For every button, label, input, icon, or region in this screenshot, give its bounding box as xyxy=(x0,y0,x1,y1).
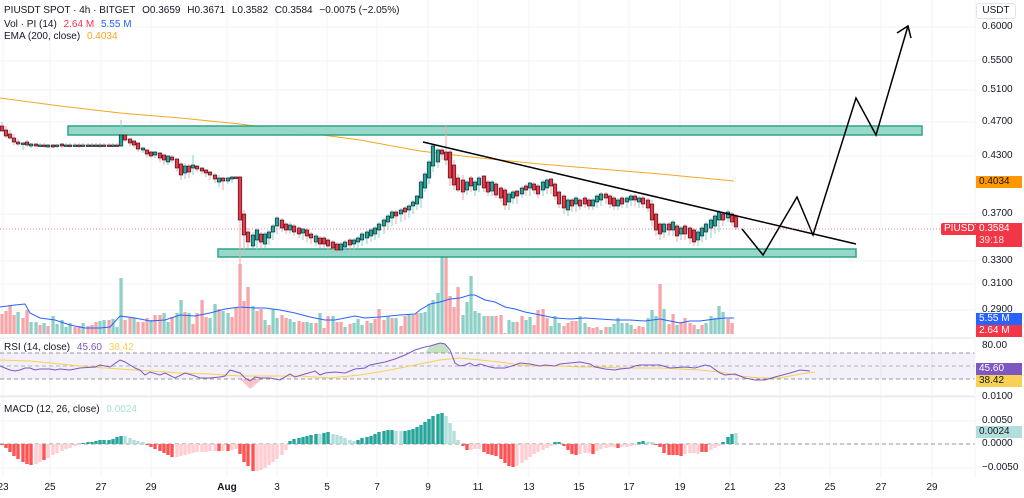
time-tick-label: 25 xyxy=(824,482,836,493)
time-tick-label: 15 xyxy=(573,482,585,493)
ema-value: 0.4034 xyxy=(86,31,118,42)
candle-countdown: 39:18 xyxy=(979,235,1005,246)
axis-tick-label: 0.0050 xyxy=(982,415,1013,426)
rsi-value-tag: 45.60 xyxy=(976,363,1022,375)
time-tick-label: 11 xyxy=(472,482,484,493)
time-tick-label: 17 xyxy=(623,482,635,493)
macd-label: MACD (12, 26, close) xyxy=(4,404,100,415)
volume-ma-value: 5.55 M xyxy=(100,19,132,30)
support-zone[interactable] xyxy=(217,248,857,258)
time-tick-label: 27 xyxy=(875,482,887,493)
currency-selector[interactable]: USDT xyxy=(976,3,1016,19)
projection-path xyxy=(741,25,909,257)
volume-tag: 2.64 M xyxy=(976,325,1022,337)
time-tick-label: 13 xyxy=(523,482,535,493)
open-value: O0.3659 xyxy=(142,5,181,16)
low-value: L0.3582 xyxy=(231,5,269,16)
symbol-price-tag: PIUSDT xyxy=(941,223,984,235)
time-tick-label: 3 xyxy=(274,482,280,493)
ema-label: EMA (200, close) xyxy=(4,31,81,42)
current-price-tag: 0.3584 39:18 xyxy=(976,223,1022,247)
current-price-value: 0.3584 xyxy=(979,223,1010,234)
volume-value: 2.64 M xyxy=(63,19,95,30)
time-tick-label: Aug xyxy=(217,482,237,493)
ohlc-legend: PIUSDT SPOT · 4h · BITGET O0.3659 H0.367… xyxy=(4,5,403,17)
rsi-ma-value: 38.42 xyxy=(108,342,134,353)
rsi-label: RSI (14, close) xyxy=(4,342,71,353)
high-value: H0.3671 xyxy=(187,5,226,16)
time-tick-label: 5 xyxy=(324,482,330,493)
volume-ma-line xyxy=(0,294,734,329)
axis-tick-label: −0.0050 xyxy=(982,462,1019,473)
change-value: −0.0075 (−2.05%) xyxy=(319,5,400,16)
time-tick-label: 9 xyxy=(425,482,431,493)
axis-tick-label: 0.4300 xyxy=(982,150,1013,161)
macd-pane xyxy=(0,413,975,471)
resistance-zone[interactable] xyxy=(67,125,923,136)
grid-lines xyxy=(0,0,975,478)
rsi-ma-value-tag: 38.42 xyxy=(976,375,1022,387)
axis-tick-label: 0.3100 xyxy=(982,278,1013,289)
volume-ma-tag: 5.55 M xyxy=(976,313,1022,325)
axis-tick-label: 0.3700 xyxy=(982,208,1013,219)
time-tick-label: 25 xyxy=(44,482,56,493)
volume-label: Vol · PI (14) xyxy=(4,19,57,30)
ema-legend[interactable]: EMA (200, close) 0.4034 xyxy=(4,31,122,43)
time-tick-label: 29 xyxy=(926,482,938,493)
volume-bars xyxy=(0,255,734,334)
macd-legend[interactable]: MACD (12, 26, close) 0.0024 xyxy=(4,404,141,416)
axis-tick-label: 0.5500 xyxy=(982,55,1013,66)
axis-tick-label: 0.0000 xyxy=(982,438,1013,449)
candlesticks xyxy=(0,120,739,320)
trend-drawings[interactable] xyxy=(422,24,912,257)
axis-tick-label: 0.0100 xyxy=(982,391,1013,402)
rsi-value: 45.60 xyxy=(76,342,102,353)
time-tick-label: 29 xyxy=(145,482,157,493)
close-value: C0.3584 xyxy=(274,5,313,16)
symbol-info[interactable]: PIUSDT SPOT · 4h · BITGET xyxy=(4,5,136,16)
volume-legend[interactable]: Vol · PI (14) 2.64 M 5.55 M xyxy=(4,19,136,31)
axis-tick-label: 0.2900 xyxy=(982,304,1013,315)
zone-drawings[interactable] xyxy=(67,125,923,258)
time-tick-label: 23 xyxy=(0,482,9,493)
macd-value: 0.0024 xyxy=(106,404,137,415)
rsi-pane xyxy=(0,342,975,389)
arrow-up-icon xyxy=(896,24,912,39)
ema-price-tag: 0.4034 xyxy=(976,176,1022,188)
rsi-legend[interactable]: RSI (14, close) 45.60 38.42 xyxy=(4,342,138,354)
time-tick-label: 7 xyxy=(374,482,380,493)
time-tick-label: 23 xyxy=(774,482,786,493)
time-tick-label: 21 xyxy=(724,482,736,493)
time-tick-label: 27 xyxy=(95,482,107,493)
axis-tick-label: 0.4700 xyxy=(982,116,1013,127)
axis-tick-label: 0.3300 xyxy=(982,255,1013,266)
axis-tick-label: 0.5100 xyxy=(982,84,1013,95)
descending-trendline xyxy=(422,141,857,245)
time-tick-label: 19 xyxy=(674,482,686,493)
axis-tick-label: 0.6000 xyxy=(982,21,1013,32)
ema-line xyxy=(0,97,735,182)
axis-tick-label: 80.00 xyxy=(982,340,1008,351)
macd-value-tag: 0.0024 xyxy=(976,426,1022,438)
